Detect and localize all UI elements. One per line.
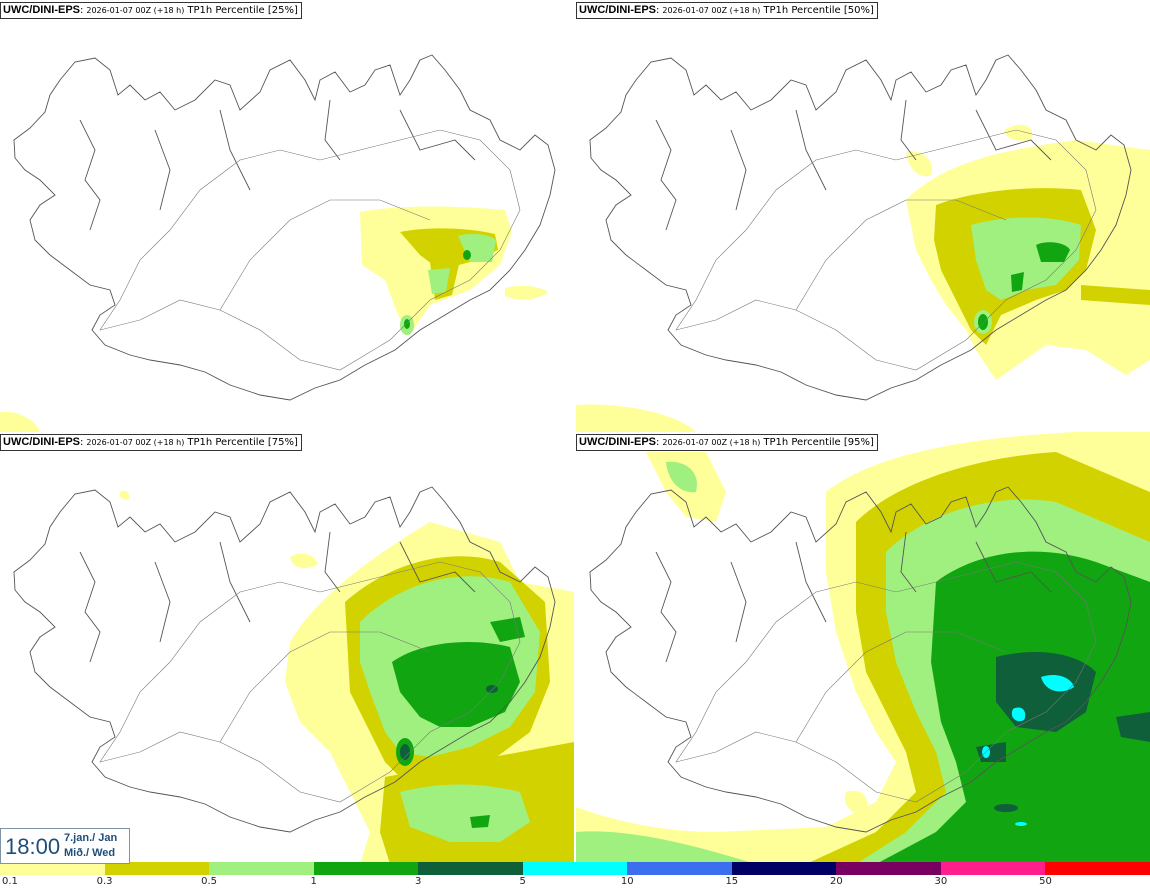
road-network <box>675 561 1097 803</box>
legend-swatch <box>418 862 523 875</box>
legend-label: 1 <box>310 876 317 887</box>
map-panel-p25: UWC/DINI-EPS: 2026-01-07 00Z (+18 h) TP1h … <box>0 0 574 432</box>
legend-swatch <box>1045 862 1150 875</box>
variable-name: TP1h Percentile [95%] <box>763 437 874 448</box>
road-network <box>99 129 521 371</box>
legend-labels: 0.1 0.3 0.5 1 3 5 10 15 20 30 50 <box>0 876 1150 890</box>
panel-title: UWC/DINI-EPS: 2026-01-07 00Z (+18 h) TP1h … <box>0 434 302 451</box>
color-legend <box>0 862 1150 875</box>
legend-label: 50 <box>1039 876 1052 887</box>
precip-map <box>0 54 556 432</box>
legend-label: 0.5 <box>201 876 218 887</box>
precip-layer <box>0 206 548 432</box>
precip-map <box>576 54 1150 432</box>
legend-swatch <box>313 862 419 875</box>
coastline <box>13 54 556 401</box>
road-network <box>675 129 1097 371</box>
coastline <box>13 486 556 833</box>
precip-layer <box>576 432 1150 864</box>
legend-swatch <box>0 862 105 875</box>
legend-swatch <box>522 862 628 875</box>
legend-swatch <box>940 862 1046 875</box>
valid-time-box: 18:00 7.jan./ Jan Mið./ Wed <box>0 828 130 864</box>
legend-label: 30 <box>934 876 948 887</box>
map-panel-p75: UWC/DINI-EPS: 2026-01-07 00Z (+18 h) TP1h … <box>0 432 574 864</box>
legend-swatch <box>731 862 837 875</box>
panel-title: UWC/DINI-EPS: 2026-01-07 00Z (+18 h) TP1h … <box>576 434 878 451</box>
coastline <box>589 486 1132 833</box>
model-name: UWC/DINI-EPS <box>579 436 656 448</box>
valid-time: 18:00 <box>5 834 61 859</box>
coastline <box>589 54 1132 401</box>
valid-date: 7.jan./ Jan <box>64 832 118 844</box>
legend-label: 15 <box>725 876 739 887</box>
precip-map <box>13 486 574 864</box>
legend-label: 0.1 <box>2 876 18 887</box>
variable-name: TP1h Percentile [75%] <box>187 437 298 448</box>
run-time: 2026-01-07 00Z (+18 h) <box>662 6 761 15</box>
precip-layer <box>576 124 1150 432</box>
model-name: UWC/DINI-EPS <box>3 436 80 448</box>
legend-label: 3 <box>414 876 422 887</box>
legend-swatch <box>836 862 941 875</box>
panel-title: UWC/DINI-EPS: 2026-01-07 00Z (+18 h) TP1h … <box>576 2 878 19</box>
precip-map <box>576 432 1150 864</box>
legend-label: 0.3 <box>96 876 113 887</box>
panel-title: UWC/DINI-EPS: 2026-01-07 00Z (+18 h) TP1h … <box>0 2 302 19</box>
road-network <box>99 561 521 803</box>
run-time: 2026-01-07 00Z (+18 h) <box>662 438 761 447</box>
valid-weekday: Mið./ Wed <box>64 847 116 859</box>
legend-swatch <box>104 862 210 875</box>
model-name: UWC/DINI-EPS <box>3 4 80 16</box>
variable-name: TP1h Percentile [50%] <box>763 5 874 16</box>
run-time: 2026-01-07 00Z (+18 h) <box>86 6 185 15</box>
legend-swatch <box>627 862 732 875</box>
variable-name: TP1h Percentile [25%] <box>187 5 298 16</box>
precip-layer <box>119 490 574 864</box>
run-time: 2026-01-07 00Z (+18 h) <box>86 438 185 447</box>
legend-label: 5 <box>519 876 526 887</box>
legend-swatch <box>209 862 314 875</box>
legend-label: 20 <box>829 876 843 887</box>
map-panel-p50: UWC/DINI-EPS: 2026-01-07 00Z (+18 h) TP1h … <box>576 0 1150 432</box>
legend-label: 10 <box>620 876 634 887</box>
map-panel-p95: UWC/DINI-EPS: 2026-01-07 00Z (+18 h) TP1h … <box>576 432 1150 864</box>
model-name: UWC/DINI-EPS <box>579 4 656 16</box>
